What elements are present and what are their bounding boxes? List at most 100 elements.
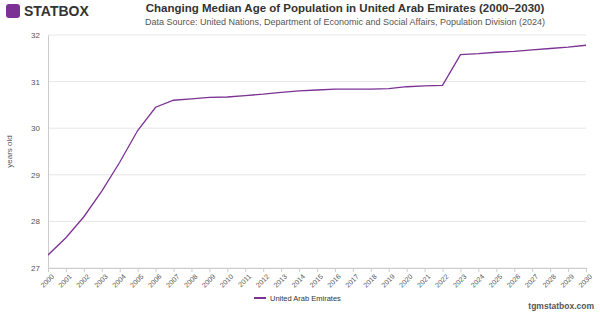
x-tick-label: 2011	[237, 273, 253, 289]
y-tick-label: 29	[31, 171, 40, 180]
x-tick: 2015	[308, 268, 324, 289]
x-tick-mark	[407, 268, 408, 272]
x-tick-label: 2012	[254, 273, 270, 289]
footer: tgmstatbox.com	[528, 301, 594, 311]
x-tick-label: 2015	[308, 273, 324, 289]
x-tick-mark	[66, 268, 67, 272]
plot: 2728293031322000200120022003200420052006…	[31, 31, 593, 289]
x-tick-mark	[281, 268, 282, 272]
grid-line	[48, 35, 586, 36]
x-tick-mark	[586, 268, 587, 272]
legend-label: United Arab Emirates	[270, 294, 341, 303]
x-tick-label: 2009	[201, 273, 217, 289]
x-tick-mark	[138, 268, 139, 272]
x-tick-label: 2019	[380, 273, 396, 289]
x-tick-label: 2004	[111, 273, 127, 289]
x-tick-mark	[425, 268, 426, 272]
x-tick: 2011	[237, 268, 253, 288]
x-tick-mark	[120, 268, 121, 272]
grid-line	[48, 221, 586, 222]
y-tick-label: 31	[31, 78, 40, 87]
legend-swatch	[254, 297, 266, 299]
logo: STATBOX	[6, 3, 89, 19]
grid-line	[48, 81, 586, 82]
x-tick-label: 2029	[559, 273, 575, 289]
x-tick-mark	[245, 268, 246, 272]
x-tick: 2000	[39, 268, 55, 289]
x-tick-mark	[443, 268, 444, 272]
subtitle: Data Source: United Nations, Department …	[145, 17, 545, 27]
x-tick-mark	[174, 268, 175, 272]
x-tick: 2014	[290, 268, 306, 289]
x-tick-label: 2007	[165, 273, 181, 289]
grid	[48, 35, 586, 268]
y-tick: 29	[31, 171, 48, 180]
y-tick-label: 27	[31, 264, 40, 273]
y-tick: 30	[31, 124, 48, 133]
x-tick-label: 2014	[290, 273, 306, 289]
x-tick: 2030	[577, 268, 593, 289]
x-tick-mark	[317, 268, 318, 272]
x-tick: 2006	[147, 268, 163, 289]
x-tick-mark	[191, 268, 192, 272]
x-tick-label: 2008	[183, 273, 199, 289]
x-tick-label: 2030	[577, 273, 593, 289]
x-tick: 2020	[398, 268, 414, 289]
x-tick: 2012	[254, 268, 270, 289]
y-tick: 31	[31, 78, 48, 87]
x-tick: 2024	[470, 268, 486, 289]
x-tick-mark	[102, 268, 103, 272]
x-tick-label: 2020	[398, 273, 414, 289]
x-tick: 2010	[219, 268, 235, 289]
x-tick-mark	[227, 268, 228, 272]
y-tick-label: 30	[31, 124, 40, 133]
legend: United Arab Emirates	[254, 294, 341, 303]
x-tick-label: 2017	[344, 273, 360, 289]
x-tick: 2028	[541, 268, 557, 289]
x-tick: 2018	[362, 268, 378, 289]
x-tick-mark	[460, 268, 461, 272]
x-tick-label: 2024	[470, 273, 486, 289]
title: Changing Median Age of Population in Uni…	[146, 2, 545, 14]
x-axis: 2000200120022003200420052006200720082009…	[39, 268, 593, 289]
x-tick: 2029	[559, 268, 575, 289]
x-tick-label: 2022	[434, 273, 450, 289]
x-tick: 2005	[129, 268, 145, 289]
x-tick: 2027	[523, 268, 539, 289]
x-tick-label: 2027	[523, 273, 539, 289]
x-tick-label: 2021	[416, 273, 432, 289]
y-axis: 272829303132	[31, 31, 48, 273]
x-tick-mark	[156, 268, 157, 272]
x-tick-label: 2002	[75, 273, 91, 289]
logo-icon	[6, 4, 20, 18]
x-tick: 2016	[326, 268, 342, 289]
x-tick-mark	[496, 268, 497, 272]
line	[48, 45, 586, 255]
series-group	[48, 45, 586, 255]
x-tick-label: 2025	[488, 273, 504, 289]
x-tick-label: 2005	[129, 273, 145, 289]
x-tick-label: 2001	[57, 273, 73, 289]
x-tick: 2004	[111, 268, 127, 289]
x-tick: 2003	[93, 268, 109, 289]
x-tick: 2022	[434, 268, 450, 289]
x-tick: 2001	[57, 268, 73, 289]
x-tick-mark	[209, 268, 210, 272]
y-axis-line	[48, 36, 49, 269]
x-tick-label: 2013	[272, 273, 288, 289]
x-tick-mark	[389, 268, 390, 272]
x-axis-line	[49, 269, 587, 273]
x-tick-label: 2028	[541, 273, 557, 289]
x-tick-mark	[532, 268, 533, 272]
logo-text: STATBOX	[24, 3, 89, 19]
y-tick: 32	[31, 31, 48, 40]
x-tick: 2007	[165, 268, 181, 289]
x-tick-mark	[568, 268, 569, 272]
x-tick-label: 2006	[147, 273, 163, 289]
x-tick-label: 2026	[505, 273, 521, 289]
x-tick-label: 2018	[362, 273, 378, 289]
x-tick: 2025	[488, 268, 504, 289]
x-tick-label: 2000	[39, 273, 55, 289]
x-tick-mark	[48, 268, 49, 272]
x-tick-mark	[514, 268, 515, 272]
